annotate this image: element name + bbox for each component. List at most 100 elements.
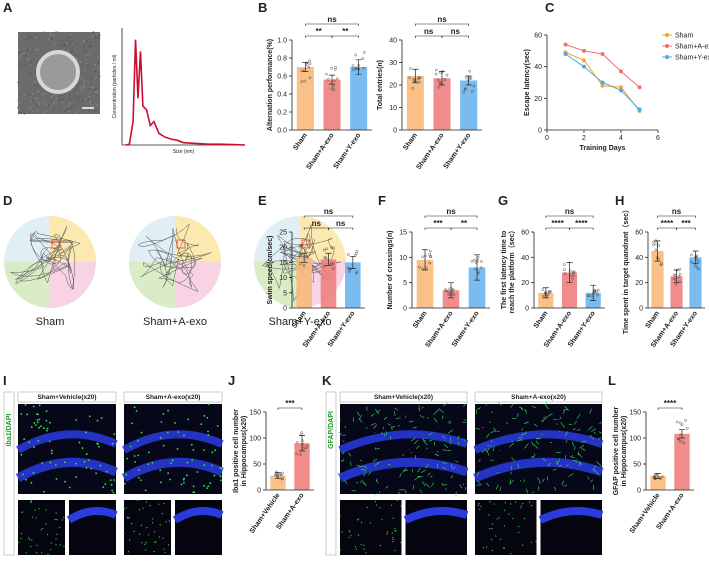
point-decor	[332, 267, 335, 270]
inset-dot	[141, 542, 143, 544]
em-noise	[89, 40, 91, 43]
em-noise	[75, 111, 77, 114]
x-tick-label: Sham	[292, 132, 309, 152]
iba1-cell	[160, 420, 163, 423]
gfap-fiber	[358, 418, 363, 423]
bar	[670, 276, 683, 308]
em-noise	[77, 109, 80, 112]
iba1-cell	[104, 483, 107, 486]
panel-letter: B	[258, 0, 267, 15]
iba1-cell	[30, 482, 33, 484]
em-noise	[96, 89, 98, 92]
image-header-box	[123, 391, 223, 403]
significance-label: ns	[424, 27, 434, 36]
point-decor	[308, 76, 312, 80]
iba1-cell	[162, 413, 165, 415]
em-noise	[97, 67, 100, 70]
iba1-cell	[23, 438, 26, 441]
point-decor	[300, 244, 304, 247]
gfap-fiber	[535, 440, 539, 445]
em-noise	[47, 104, 50, 107]
gfap-fiber	[491, 411, 493, 414]
inset-dot	[496, 518, 498, 520]
comparison-bracket	[331, 35, 359, 38]
iba1-cell	[167, 472, 170, 475]
comparison-bracket	[657, 227, 677, 230]
em-noise	[61, 94, 63, 97]
inset-dot	[518, 525, 520, 528]
gfap-fiber	[442, 461, 448, 465]
em-noise	[88, 97, 90, 100]
panel-letter: E	[258, 193, 267, 208]
point-decor	[428, 261, 432, 265]
significance-label: ns	[336, 219, 346, 228]
significance-label: ns	[437, 15, 447, 24]
legend-label: Sham+Y-exo	[675, 55, 709, 62]
point-decor	[679, 440, 682, 443]
inset-dot	[375, 504, 378, 506]
inset-dot	[394, 549, 396, 552]
vesicle	[36, 50, 80, 94]
bar	[651, 251, 664, 308]
em-noise	[69, 102, 71, 105]
dapi-band	[121, 457, 224, 482]
maze-quadrant	[129, 216, 175, 262]
point-decor	[677, 275, 681, 278]
iba1-cell	[110, 483, 113, 486]
point-decor	[304, 446, 308, 450]
iba1-cell	[41, 462, 43, 464]
gfap-fiber	[577, 451, 580, 456]
iba1-cell	[50, 449, 53, 452]
point-decor	[354, 53, 358, 57]
error-bar	[301, 252, 308, 263]
point-decor	[661, 475, 664, 478]
iba1-cell	[96, 442, 99, 445]
em-noise	[33, 90, 36, 93]
em-noise	[17, 99, 19, 102]
point-decor	[300, 80, 304, 84]
maze-label: Sham+A-exo	[143, 316, 207, 328]
y-tick-label: 1.0	[277, 38, 287, 45]
point-decor	[479, 266, 483, 269]
comparison-bracket	[415, 23, 469, 26]
iba1-cell	[38, 418, 41, 421]
inset-dot	[20, 532, 23, 535]
point-decor	[361, 57, 365, 60]
em-noise	[18, 106, 21, 108]
point-decor	[411, 86, 414, 90]
em-noise	[84, 69, 86, 72]
y-tick-label: 0.0	[277, 128, 287, 135]
point-decor	[697, 267, 700, 271]
iba1-cell	[22, 473, 24, 476]
point-decor	[593, 290, 597, 293]
gfap-fiber	[443, 444, 449, 449]
point-decor	[335, 77, 339, 80]
iba1-cell	[200, 423, 203, 426]
panel-letter: D	[3, 193, 12, 208]
iba1-cell	[187, 418, 190, 421]
point-decor	[436, 78, 440, 82]
significance-label: ns	[327, 15, 337, 24]
y-axis-label: Time spent in target quandrant（sec）	[622, 206, 630, 334]
maze-label: Sham+Y-exo	[269, 316, 332, 328]
em-noise	[63, 42, 65, 45]
iba1-cell	[193, 491, 196, 494]
point-decor	[355, 270, 359, 274]
point-decor	[444, 289, 448, 293]
em-noise	[32, 99, 34, 102]
y-tick-label: 0	[257, 488, 261, 495]
inset-dot	[341, 531, 343, 533]
gfap-fiber	[425, 464, 429, 469]
point-decor	[362, 66, 366, 70]
inset-dot	[137, 499, 139, 501]
gfap-fiber	[499, 487, 502, 492]
y-tick-label: 40	[389, 38, 397, 45]
gfap-fiber	[395, 417, 401, 419]
gfap-fiber	[421, 406, 424, 409]
em-noise	[90, 86, 92, 88]
gfap-fiber	[359, 414, 363, 420]
error-bar	[349, 255, 356, 269]
inset-dot	[148, 534, 150, 536]
point-decor	[348, 267, 352, 271]
y-tick-label: 40	[521, 255, 529, 262]
